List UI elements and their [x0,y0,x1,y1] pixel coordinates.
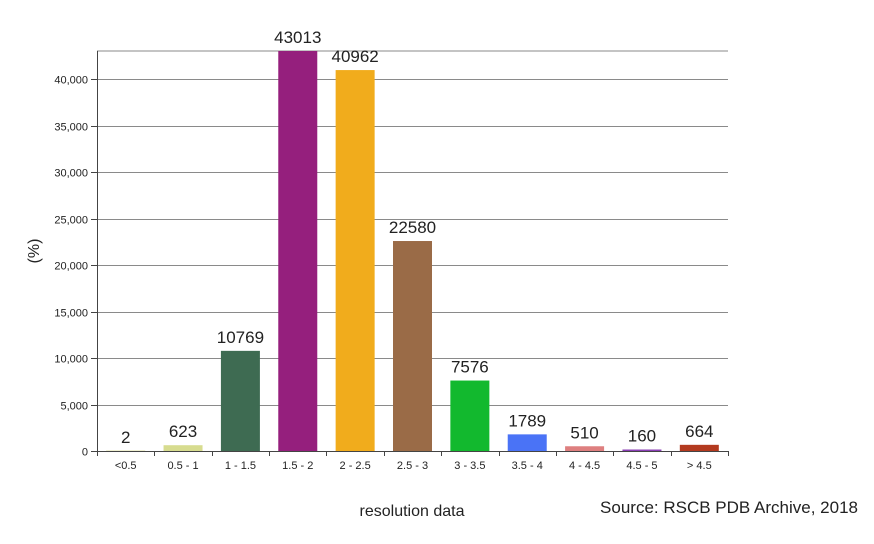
bar-value-label: 2 [121,428,130,447]
bar [622,449,662,451]
y-axis: 0 5,000 10,000 15,000 20,000 25,000 30,000 35,0… [54,51,98,459]
x-tick-label: > 4.5 [687,460,712,472]
x-axis-title: resolution data [360,503,465,520]
bar [565,446,605,451]
y-tick-label: 35,000 [54,122,88,134]
bar-value-label: 1789 [508,411,546,430]
x-tick-label: 1.5 - 2 [282,460,313,472]
source-note: Source: RSCB PDB Archive, 2018 [600,498,858,517]
y-tick-label: 30,000 [54,168,88,180]
y-tick-label: 10,000 [54,354,88,366]
x-tick-label: 2.5 - 3 [397,460,428,472]
x-tick-label: 3 - 3.5 [454,460,485,472]
bar-value-label: 22580 [389,218,436,237]
bar-value-label: 10769 [217,328,264,347]
x-tick-label: 3.5 - 4 [512,460,543,472]
bar [220,350,260,451]
bar [163,445,203,451]
y-tick-label: 0 [82,447,88,459]
bar [335,70,375,451]
bar [393,241,432,451]
bar-value-label: 160 [628,427,656,446]
x-tick-label: 0.5 - 1 [167,460,198,472]
x-axis: <0.5 0.5 - 1 1 - 1.5 1.5 - 2 2 - 2.5 2.5 - 3 3… [97,451,729,472]
bar [450,380,490,451]
x-tick-label: 1 - 1.5 [225,460,256,472]
bar [679,444,719,451]
bar-value-label: 43013 [274,28,321,47]
y-tick-label: 15,000 [54,308,88,320]
bar-value-label: 7576 [451,358,489,377]
bar [507,434,547,451]
x-tick-label: 4 - 4.5 [569,460,600,472]
bar [278,51,318,451]
bar-value-label: 664 [685,422,713,441]
bar-value-label: 510 [570,423,598,442]
bar-value-label: 623 [169,422,197,441]
x-tick-label: 4.5 - 5 [626,460,657,472]
bar-value-label: 40962 [331,47,378,66]
y-tick-label: 25,000 [54,215,88,227]
x-tick-label: <0.5 [115,460,137,472]
bar [106,450,146,451]
bars: 2 623 10769 43013 40962 22580 7576 1789 510 160 66… [106,28,719,451]
y-axis-title: (%) [26,239,43,264]
y-tick-label: 5,000 [60,401,88,413]
x-tick-label: 2 - 2.5 [340,460,371,472]
y-tick-label: 20,000 [54,261,88,273]
y-tick-label: 40,000 [54,75,88,87]
